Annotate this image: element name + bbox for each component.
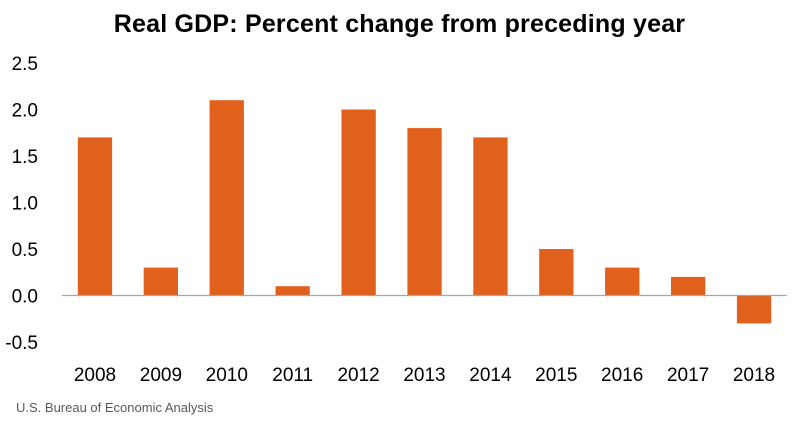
- y-tick-label: -0.5: [5, 333, 38, 354]
- bar-2008: [77, 137, 113, 296]
- bar-2010: [209, 100, 244, 296]
- x-tick-label: 2015: [535, 365, 577, 386]
- x-tick-label: 2011: [272, 365, 313, 386]
- bar-2017: [671, 276, 706, 296]
- x-tick-label: 2010: [206, 365, 248, 386]
- y-tick-label: 0.0: [12, 287, 38, 308]
- y-tick-label: 1.5: [12, 147, 38, 168]
- bar-2013: [407, 128, 442, 296]
- x-tick-label: 2012: [337, 365, 379, 386]
- y-tick-label: 0.5: [12, 240, 38, 261]
- y-tick-labels: -0.5 0.0 0.5 1.0 1.5 2.0 2.5: [5, 54, 38, 354]
- x-tick-label: 2009: [140, 365, 182, 386]
- chart-title: Real GDP: Percent change from preceding …: [113, 10, 686, 38]
- bar-2015: [539, 249, 574, 296]
- bar-2009: [143, 267, 178, 296]
- x-tick-label: 2018: [733, 365, 775, 386]
- x-tick-label: 2013: [403, 365, 445, 386]
- x-tick-label: 2016: [601, 365, 643, 386]
- bar-2014: [473, 137, 508, 296]
- source-note: U.S. Bureau of Economic Analysis: [16, 400, 214, 415]
- bar-2016: [605, 267, 640, 296]
- bar-2018: [736, 295, 772, 324]
- x-tick-label: 2008: [74, 365, 116, 386]
- bar-2012: [341, 109, 376, 296]
- y-tick-label: 2.5: [12, 54, 38, 75]
- y-tick-label: 1.0: [12, 194, 38, 215]
- x-tick-label: 2014: [469, 365, 512, 386]
- x-tick-labels: 2008 2009 2010 2011 2012 2013 2014 2015 2016 2017…: [74, 365, 775, 386]
- bar-2011: [275, 286, 310, 296]
- bars-group: [77, 100, 772, 324]
- x-tick-label: 2017: [667, 365, 709, 386]
- y-tick-label: 2.0: [12, 101, 38, 122]
